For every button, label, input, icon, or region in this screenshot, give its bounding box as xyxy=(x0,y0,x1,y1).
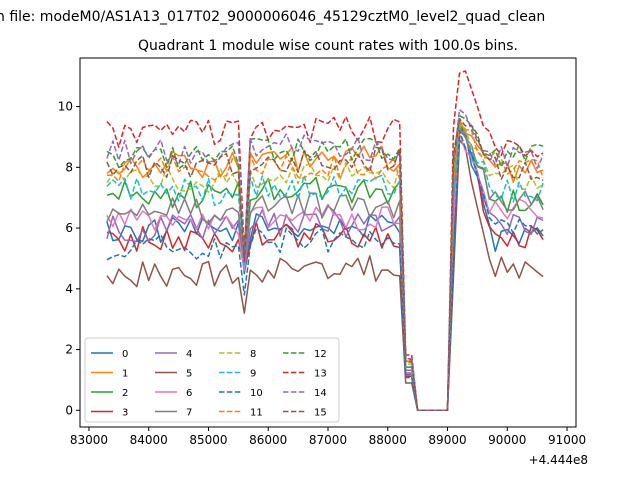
y-tick-label: 8 xyxy=(65,160,73,174)
plot-area: 83000 84000 85000 86000 87000 88000 89000 90000… xyxy=(58,57,588,467)
y-tick-label: 4 xyxy=(65,282,73,296)
series-line-0 xyxy=(106,124,544,412)
legend-label-5: 5 xyxy=(186,369,192,380)
x-axis: 83000 84000 85000 86000 87000 88000 89000 90000… xyxy=(70,427,586,447)
x-tick-label: 88000 xyxy=(369,433,407,447)
legend-label-13: 13 xyxy=(314,369,327,380)
legend-label-1: 1 xyxy=(122,369,128,380)
y-axis: 0 2 4 6 8 10 xyxy=(58,100,80,417)
legend-label-3: 3 xyxy=(122,408,128,419)
x-tick-label: 85000 xyxy=(189,433,227,447)
series-line-14 xyxy=(106,108,544,412)
x-tick-label: 90000 xyxy=(488,433,526,447)
x-tick-label: 84000 xyxy=(130,433,168,447)
series-line-8 xyxy=(106,124,544,412)
legend-label-0: 0 xyxy=(122,349,128,360)
series-line-12 xyxy=(106,114,544,412)
y-tick-label: 0 xyxy=(65,403,73,417)
legend-label-8: 8 xyxy=(250,349,256,360)
legend-label-6: 6 xyxy=(186,388,192,399)
y-tick-label: 10 xyxy=(58,100,73,114)
y-tick-label: 2 xyxy=(65,343,73,357)
series-line-1 xyxy=(106,117,544,412)
legend-box xyxy=(84,337,340,423)
series-line-11 xyxy=(106,121,544,412)
series-layer xyxy=(106,70,544,412)
x-tick-label: 86000 xyxy=(249,433,287,447)
legend-label-15: 15 xyxy=(314,408,327,419)
x-tick-label: 91000 xyxy=(548,433,586,447)
series-line-6 xyxy=(106,133,544,412)
series-line-4 xyxy=(106,130,544,412)
series-line-10 xyxy=(106,130,544,412)
legend-label-4: 4 xyxy=(186,349,192,360)
series-line-15 xyxy=(106,117,544,412)
x-tick-label: 89000 xyxy=(428,433,466,447)
series-line-9 xyxy=(106,127,544,412)
legend-label-12: 12 xyxy=(314,349,327,360)
x-tick-label: 87000 xyxy=(309,433,347,447)
figure-suptitle: n file: modeM0/AS1A13_017T02_9000006046_… xyxy=(0,9,545,25)
legend-label-7: 7 xyxy=(186,408,192,419)
series-line-5 xyxy=(106,139,544,412)
legend-label-2: 2 xyxy=(122,388,128,399)
series-line-13 xyxy=(106,70,544,412)
x-axis-offset-label: +4.444e8 xyxy=(529,453,588,467)
y-tick-label: 6 xyxy=(65,221,73,235)
legend-label-11: 11 xyxy=(250,408,263,419)
chart-title: Quadrant 1 module wise count rates with … xyxy=(138,38,518,54)
legend-label-9: 9 xyxy=(250,369,256,380)
legend-label-10: 10 xyxy=(250,388,263,399)
legend-label-14: 14 xyxy=(314,388,327,399)
x-tick-label: 83000 xyxy=(70,433,108,447)
